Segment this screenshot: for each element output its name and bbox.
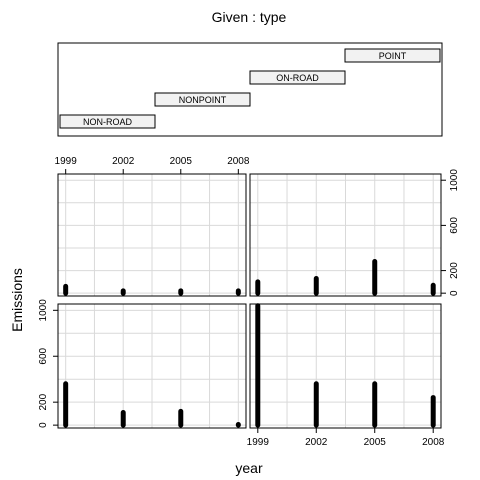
y-tick-label-right: 600 xyxy=(449,217,460,234)
x-tick-label-top: 2008 xyxy=(227,156,250,167)
given-bar-point xyxy=(344,48,441,63)
x-tick-label-top: 2002 xyxy=(112,156,135,167)
panel-frame-top-right xyxy=(249,173,442,297)
given-panel xyxy=(57,42,443,137)
x-tick-label-top: 1999 xyxy=(55,156,78,167)
x-axis-label: year xyxy=(235,460,263,476)
y-tick-label-right: 1000 xyxy=(449,169,460,192)
x-tick-label-bottom: 1999 xyxy=(247,437,270,448)
chart-title: Given : type xyxy=(212,9,287,25)
y-tick-label-left: 0 xyxy=(38,422,49,428)
x-tick-label-top: 2005 xyxy=(170,156,193,167)
given-bar-label: POINT xyxy=(379,51,407,61)
y-tick-label-left: 600 xyxy=(38,347,49,364)
given-bar-nonpoint xyxy=(154,92,251,107)
panel-frame-top-left xyxy=(57,173,247,297)
given-bar-on-road xyxy=(249,70,346,85)
y-tick-label-right: 200 xyxy=(449,262,460,279)
x-tick-label-bottom: 2008 xyxy=(422,437,445,448)
given-bar-non-road xyxy=(59,114,156,129)
given-bar-label: ON-ROAD xyxy=(276,73,319,83)
y-tick-label-left: 1000 xyxy=(38,299,49,322)
x-tick-label-bottom: 2005 xyxy=(364,437,387,448)
given-bar-label: NONPOINT xyxy=(179,95,227,105)
y-axis-label: Emissions xyxy=(9,268,25,332)
panel-frame-bottom-right xyxy=(249,303,442,429)
given-bar-label: NON-ROAD xyxy=(83,117,132,127)
y-tick-label-right: 0 xyxy=(449,290,460,296)
x-tick-label-bottom: 2002 xyxy=(305,437,328,448)
y-tick-label-left: 200 xyxy=(38,393,49,410)
panel-frame-bottom-left xyxy=(57,303,247,429)
